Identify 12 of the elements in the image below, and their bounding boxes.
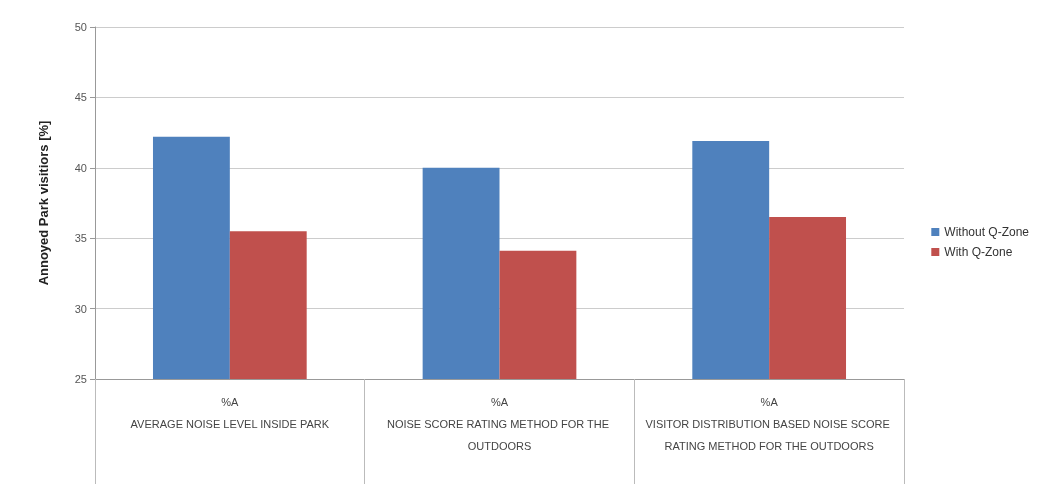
y-tick-label: 45 [74, 91, 87, 104]
x-tick-label: %A NOISE SCORE RATING METHOD FOR THE OUTDOORS [386, 396, 613, 452]
legend-label: With Q-Zone [944, 245, 1013, 259]
legend-label: Without Q-Zone [944, 225, 1030, 239]
y-tick-label: 25 [74, 373, 87, 385]
y-tick-label: 30 [74, 302, 87, 315]
x-tick-label: %A AVERAGE NOISE LEVEL INSIDE PARK [130, 396, 330, 430]
x-tick-label: %A VISITOR DISTRIBUTION BASED NOISE SCORE RATING METHOD FOR THE OUTDOORS [645, 396, 893, 452]
y-tick-label: 50 [74, 21, 87, 33]
y-axis-title: Annoyed Park visitiors [%] [36, 120, 51, 286]
y-tick-label: 40 [74, 161, 87, 174]
y-tick-label: 35 [74, 232, 87, 245]
